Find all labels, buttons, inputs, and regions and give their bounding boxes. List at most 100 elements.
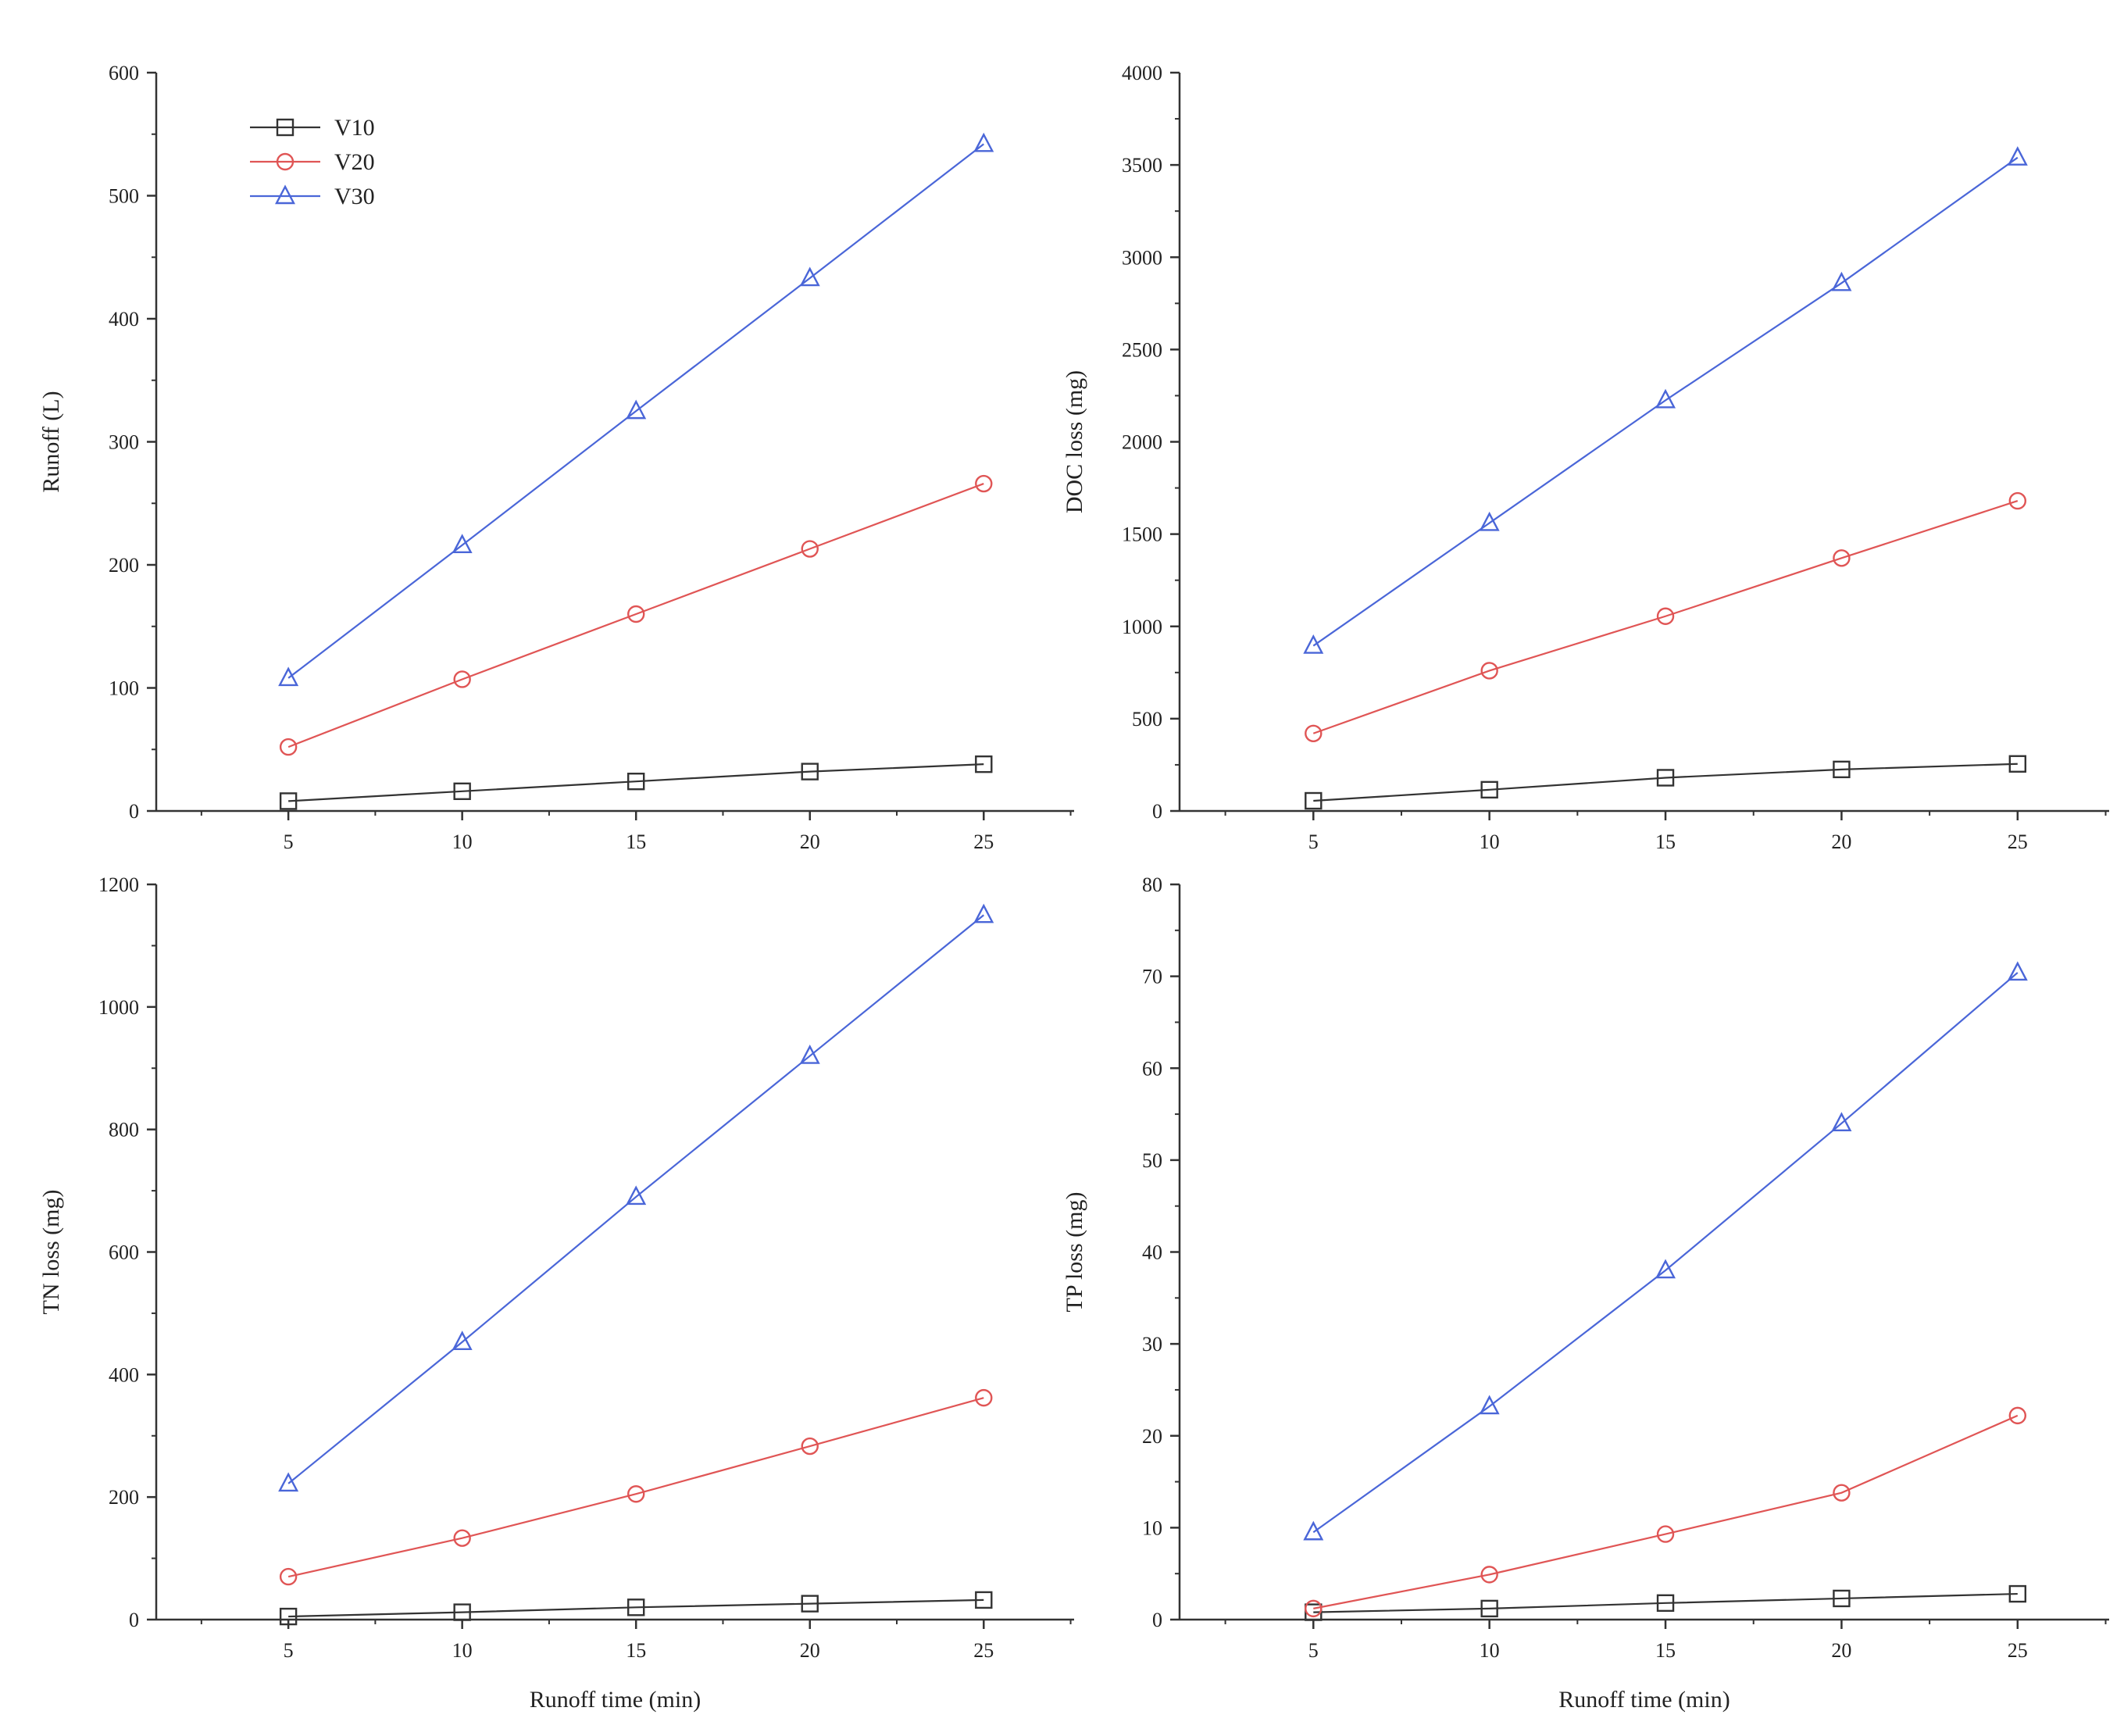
tn-loss-x-tick-label: 20 bbox=[800, 1639, 820, 1662]
doc-loss-v20-point bbox=[1480, 662, 1498, 680]
runoff-y-tick-label: 300 bbox=[109, 431, 139, 454]
runoff-y-tick-label: 600 bbox=[109, 62, 139, 84]
doc-loss-y-axis-label: DOC loss (mg) bbox=[1062, 370, 1087, 513]
doc-loss-v20-point bbox=[2008, 491, 2027, 510]
runoff-v20-point bbox=[627, 605, 645, 623]
runoff-x-tick-label: 20 bbox=[800, 830, 820, 853]
runoff-v10-point bbox=[453, 782, 471, 800]
tn-loss-chart-panel: 0 200 400 600 800 1000 1200 5 10 15 20 25 TN loss (m… bbox=[38, 873, 1074, 1713]
tp-loss-y-tick-label: 0 bbox=[1152, 1609, 1162, 1631]
runoff-v30-point bbox=[799, 266, 820, 287]
tp-loss-y-tick-label: 70 bbox=[1142, 966, 1162, 988]
doc-loss-x-tick-label: 10 bbox=[1480, 830, 1500, 853]
tn-loss-y-tick-label: 1200 bbox=[98, 873, 139, 896]
tn-loss-v20-point bbox=[627, 1485, 645, 1503]
legend-v20-marker bbox=[276, 152, 295, 171]
doc-loss-v30-point bbox=[1479, 511, 1500, 531]
tp-loss-v20-point bbox=[1833, 1484, 1851, 1502]
legend-v20-label: V20 bbox=[334, 149, 375, 175]
doc-loss-v10-point bbox=[1305, 791, 1323, 810]
doc-loss-v20-point bbox=[1833, 549, 1851, 567]
tn-loss-x-axis-label: Runoff time (min) bbox=[530, 1687, 701, 1713]
tp-loss-y-tick-label: 50 bbox=[1142, 1149, 1162, 1172]
runoff-v20-point bbox=[279, 738, 298, 756]
doc-loss-y-tick-label: 2000 bbox=[1122, 431, 1162, 454]
tp-loss-v10-point bbox=[1656, 1594, 1675, 1613]
tp-loss-v30-point bbox=[2007, 961, 2028, 981]
tn-loss-v10-series-line bbox=[288, 1598, 984, 1618]
tn-loss-v30-point bbox=[973, 903, 994, 923]
tn-loss-y-tick-label: 600 bbox=[109, 1241, 139, 1264]
tp-loss-v20-point bbox=[2008, 1406, 2027, 1425]
runoff-v20-point bbox=[453, 670, 471, 688]
runoff-v30-point bbox=[626, 399, 647, 420]
tp-loss-x-tick-label: 5 bbox=[1308, 1639, 1319, 1662]
tp-loss-y-axis-label: TP loss (mg) bbox=[1062, 1192, 1087, 1313]
tn-loss-v10-point bbox=[279, 1607, 298, 1626]
tn-loss-y-axis-label: TN loss (mg) bbox=[38, 1190, 64, 1315]
doc-loss-v10-point bbox=[2008, 755, 2027, 773]
tn-loss-v10-point bbox=[453, 1603, 471, 1621]
tn-loss-y-tick-label: 400 bbox=[109, 1363, 139, 1386]
tp-loss-x-tick-label: 25 bbox=[2008, 1639, 2028, 1662]
tp-loss-y-tick-label: 80 bbox=[1142, 873, 1162, 896]
runoff-v30-series-line bbox=[287, 143, 984, 679]
doc-loss-y-tick-label: 500 bbox=[1132, 708, 1162, 730]
tn-loss-v30-point bbox=[799, 1044, 820, 1064]
legend-v30-marker bbox=[275, 184, 295, 205]
tp-loss-v20-point bbox=[1656, 1525, 1675, 1543]
tp-loss-v20-point bbox=[1305, 1599, 1323, 1618]
runoff-y-tick-label: 0 bbox=[129, 800, 139, 823]
tp-loss-chart-panel: 0 10 20 30 40 50 60 70 80 5 10 15 20 25 TP loss (mg) Ru… bbox=[1062, 873, 2109, 1713]
tn-loss-y-tick-label: 1000 bbox=[98, 996, 139, 1019]
tp-loss-y-tick-label: 60 bbox=[1142, 1057, 1162, 1080]
doc-loss-y-tick-label: 1000 bbox=[1122, 616, 1162, 638]
tp-loss-v10-point bbox=[2008, 1584, 2027, 1603]
tn-loss-y-tick-label: 200 bbox=[109, 1486, 139, 1509]
tn-loss-v30-point bbox=[452, 1331, 473, 1350]
runoff-x-tick-label: 25 bbox=[973, 830, 994, 853]
runoff-v20-point bbox=[975, 474, 993, 493]
tn-loss-v20-point bbox=[801, 1437, 819, 1456]
tp-loss-v30-point bbox=[1831, 1112, 1852, 1132]
doc-loss-x-tick-label: 20 bbox=[1831, 830, 1851, 853]
runoff-v10-point bbox=[975, 755, 993, 773]
runoff-v20-series-line bbox=[287, 483, 984, 748]
doc-loss-v30-series-line bbox=[1312, 156, 2019, 647]
tp-loss-v10-series-line bbox=[1313, 1592, 2018, 1613]
tn-loss-v20-point bbox=[975, 1388, 993, 1407]
doc-loss-v30-point bbox=[2007, 146, 2028, 166]
runoff-y-tick-label: 500 bbox=[109, 185, 139, 208]
doc-loss-v30-point bbox=[1303, 634, 1324, 654]
tp-loss-v30-series-line bbox=[1312, 972, 2019, 1534]
doc-loss-v20-series-line bbox=[1312, 500, 2019, 734]
tp-loss-v20-point bbox=[1480, 1566, 1498, 1584]
doc-loss-x-tick-label: 15 bbox=[1655, 830, 1676, 853]
tn-loss-v30-series-line bbox=[287, 914, 984, 1484]
tn-loss-x-tick-label: 5 bbox=[284, 1639, 294, 1662]
doc-loss-v10-point bbox=[1833, 760, 1851, 779]
runoff-y-tick-label: 400 bbox=[109, 308, 139, 330]
doc-loss-x-tick-label: 5 bbox=[1308, 830, 1319, 853]
tp-loss-v20-series-line bbox=[1313, 1414, 2019, 1609]
tp-loss-x-axis-label: Runoff time (min) bbox=[1558, 1687, 1730, 1713]
tn-loss-v20-point bbox=[453, 1529, 471, 1547]
tn-loss-v30-point bbox=[278, 1472, 299, 1492]
runoff-y-axis-label: Runoff (L) bbox=[38, 391, 64, 492]
doc-loss-v20-point bbox=[1305, 724, 1323, 742]
doc-loss-y-tick-label: 1500 bbox=[1122, 523, 1162, 546]
runoff-v10-point bbox=[627, 773, 645, 791]
doc-loss-v10-point bbox=[1480, 780, 1498, 799]
runoff-y-tick-label: 200 bbox=[109, 554, 139, 577]
tp-loss-x-tick-label: 15 bbox=[1655, 1639, 1676, 1662]
tp-loss-x-tick-label: 10 bbox=[1480, 1639, 1500, 1662]
tp-loss-v10-point bbox=[1480, 1599, 1498, 1618]
tp-loss-y-tick-label: 30 bbox=[1142, 1333, 1162, 1356]
runoff-chart-panel: 0 100 200 300 400 500 600 5 10 15 20 25 Runoff (L) V1… bbox=[38, 62, 1074, 853]
doc-loss-y-tick-label: 0 bbox=[1152, 800, 1162, 823]
tn-loss-v20-point bbox=[279, 1567, 298, 1586]
doc-loss-y-tick-label: 3500 bbox=[1122, 154, 1162, 177]
legend-v10-label: V10 bbox=[334, 115, 375, 141]
tn-loss-y-tick-label: 800 bbox=[109, 1119, 139, 1141]
runoff-v30-point bbox=[452, 534, 473, 553]
